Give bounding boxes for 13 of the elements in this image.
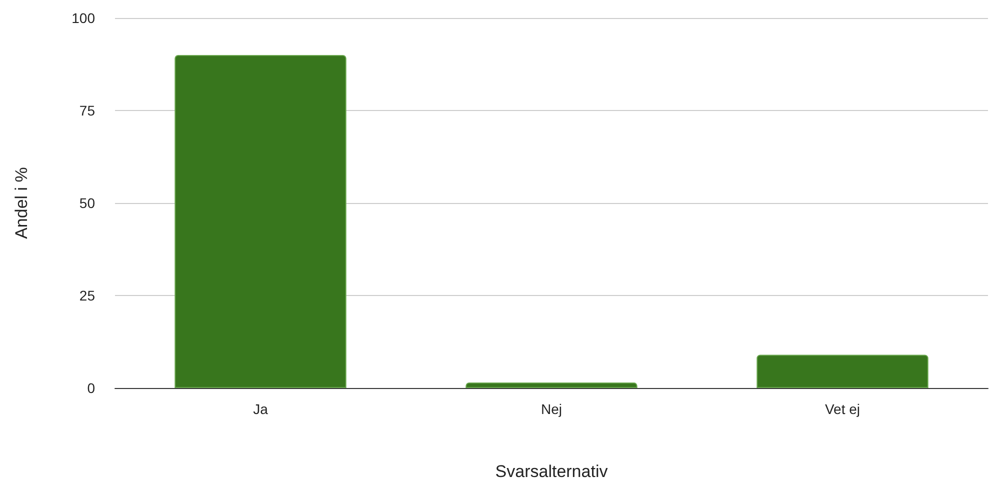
bar [466,382,638,388]
y-tick-label: 25 [79,288,96,304]
y-axis-title: Andel i % [12,167,31,239]
bar [174,55,346,388]
x-tick-label: Vet ej [824,401,860,417]
x-tick-label: Ja [253,401,268,417]
y-tick-label: 0 [87,380,96,396]
y-tick-label: 100 [72,10,96,26]
y-tick-label: 50 [79,195,96,211]
x-axis-title: Svarsalternativ [495,462,608,481]
y-tick-label: 75 [79,102,96,118]
bar [756,354,928,388]
x-tick-label: Nej [540,401,562,417]
